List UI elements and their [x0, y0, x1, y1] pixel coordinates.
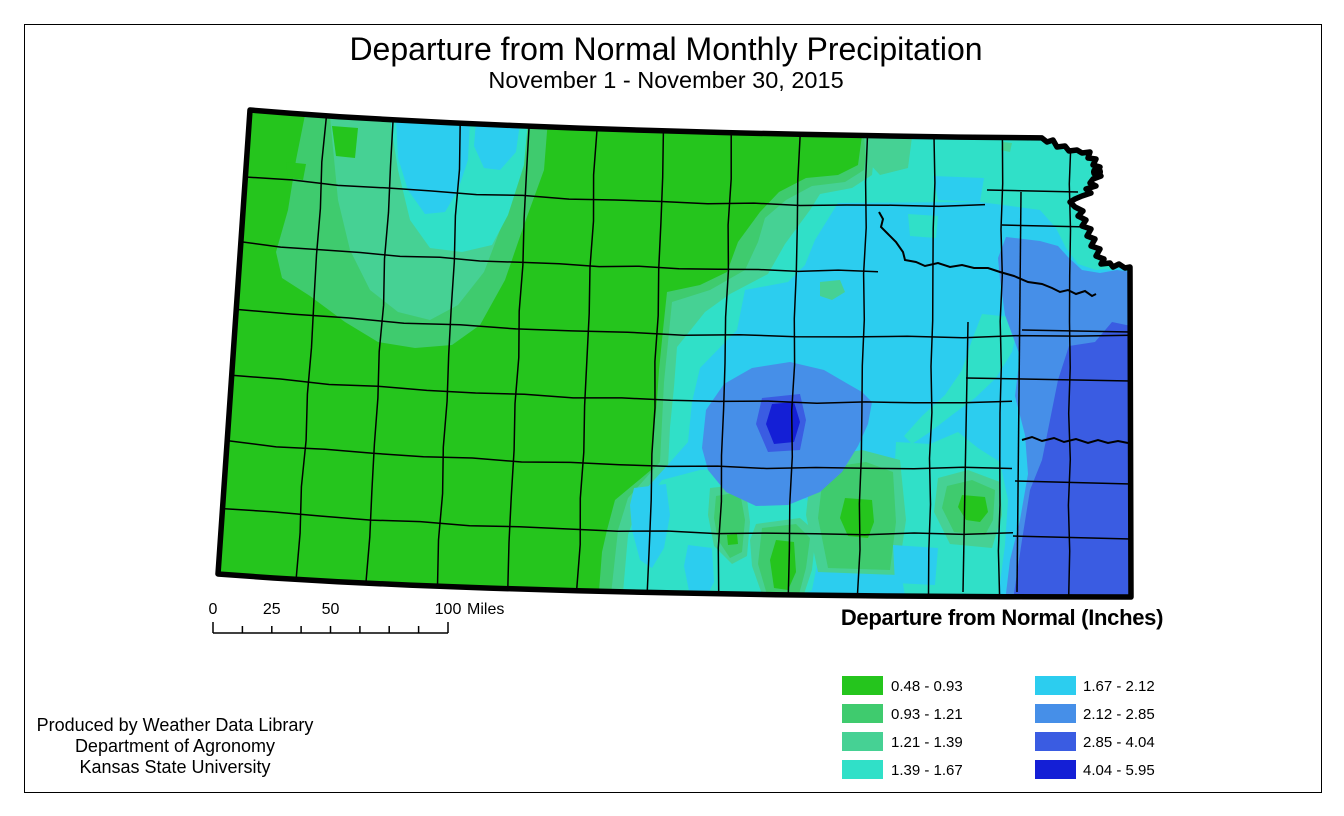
svg-text:100: 100 — [435, 601, 462, 618]
svg-text:25: 25 — [263, 601, 281, 618]
svg-text:Miles: Miles — [467, 601, 504, 618]
svg-text:50: 50 — [322, 601, 340, 618]
svg-text:0: 0 — [209, 601, 218, 618]
